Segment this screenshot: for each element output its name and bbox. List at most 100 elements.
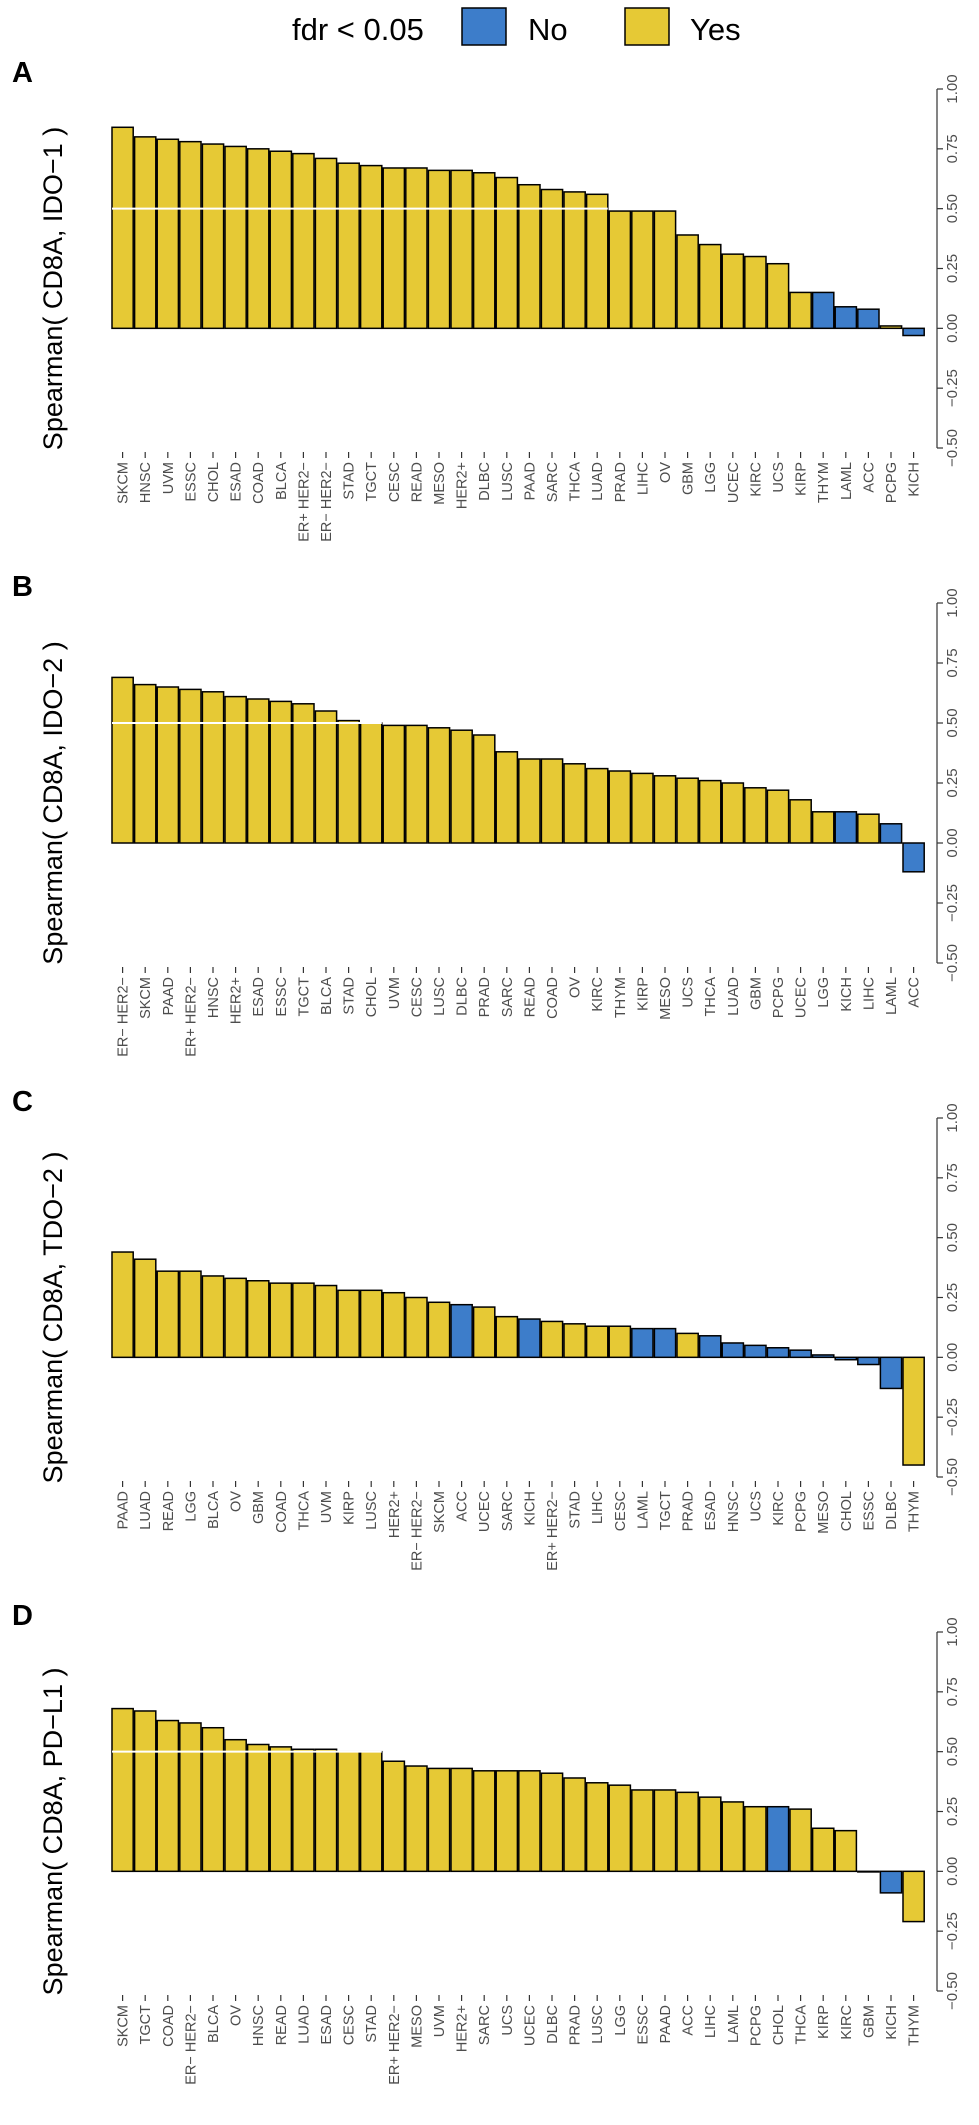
category-label: ESAD xyxy=(703,1491,719,1531)
bar xyxy=(314,710,338,844)
category-label: BLCA xyxy=(206,2005,222,2043)
bar xyxy=(224,1738,247,1873)
category-label: LIHC xyxy=(635,462,651,495)
category-label: LGG xyxy=(703,462,719,493)
y-tick-label: 0.50 xyxy=(944,194,961,223)
y-axis-title: Spearman( CD8A, PD−L1 ) xyxy=(38,1668,68,1996)
bar xyxy=(427,727,451,844)
bar xyxy=(608,770,632,844)
category-label: ESSC xyxy=(861,1491,877,1531)
category-label: PCPG xyxy=(771,977,787,1018)
bar xyxy=(698,1335,722,1359)
bar xyxy=(246,148,270,330)
category-label: UCS xyxy=(748,1491,764,1522)
bar xyxy=(156,1719,180,1873)
category-label: PAAD xyxy=(161,977,177,1015)
category-label: LIHC xyxy=(703,2005,719,2038)
bar xyxy=(518,758,541,844)
category-label: LUAD xyxy=(138,1491,154,1530)
category-label: SKCM xyxy=(116,462,132,504)
category-label: OV xyxy=(229,2005,245,2026)
bar xyxy=(563,763,586,844)
bar xyxy=(879,1870,903,1894)
category-label: STAD xyxy=(342,462,358,500)
bar xyxy=(111,126,134,330)
category-label: READ xyxy=(274,2005,290,2045)
bar xyxy=(540,188,564,330)
bar xyxy=(405,1296,428,1359)
category-label: MESO xyxy=(409,2005,425,2048)
legend: fdr < 0.05 No Yes xyxy=(292,7,741,47)
category-label: LAML xyxy=(635,1491,651,1529)
category-label: THCA xyxy=(568,462,584,502)
category-label: UVM xyxy=(319,1491,335,1523)
bar xyxy=(721,782,745,844)
category-label: HER2+ xyxy=(229,977,245,1024)
category-label: DLBC xyxy=(455,977,471,1016)
category-label: SARC xyxy=(500,977,516,1017)
category-label: ESSC xyxy=(183,462,199,502)
category-label: COAD xyxy=(545,977,561,1019)
category-label: SARC xyxy=(500,1491,516,1531)
bar xyxy=(563,1323,586,1359)
bar xyxy=(789,291,812,330)
bar xyxy=(631,1327,654,1359)
category-label: SKCM xyxy=(116,2005,132,2047)
bar xyxy=(902,1870,925,1923)
category-label: UVM xyxy=(387,977,403,1009)
bar xyxy=(518,183,541,330)
bar xyxy=(766,1347,790,1359)
y-tick-label: 0.25 xyxy=(944,1797,961,1826)
bar xyxy=(495,751,519,844)
bar xyxy=(857,308,880,330)
category-label: PAAD xyxy=(658,2005,674,2043)
y-tick-label: −0.25 xyxy=(944,1398,961,1436)
bar xyxy=(495,1770,519,1873)
bar xyxy=(540,758,564,844)
y-tick-label: 0.75 xyxy=(944,1677,961,1706)
category-label: TGCT xyxy=(364,462,380,502)
bar xyxy=(676,1332,699,1359)
bar xyxy=(156,686,180,844)
y-tick-label: 0.25 xyxy=(944,254,961,283)
legend-swatch-no xyxy=(461,7,507,46)
category-label: LGG xyxy=(183,1491,199,1522)
category-label: ACC xyxy=(455,1491,471,1522)
category-label: DLBC xyxy=(884,1491,900,1530)
category-label: STAD xyxy=(342,977,358,1015)
y-tick-label: −0.25 xyxy=(944,369,961,407)
category-label: LAML xyxy=(884,977,900,1015)
category-label: UCEC xyxy=(726,462,742,503)
panel-letter: C xyxy=(12,1086,33,1118)
bar xyxy=(450,729,473,844)
bar xyxy=(857,1356,880,1366)
category-label: COAD xyxy=(251,462,267,504)
category-label: THYM xyxy=(816,462,832,503)
bar xyxy=(133,683,157,844)
legend-label-yes: Yes xyxy=(690,12,741,47)
category-label: MESO xyxy=(432,462,448,505)
bar xyxy=(902,327,925,337)
bar xyxy=(857,813,880,844)
bar xyxy=(902,842,925,873)
category-label: ER+ HER2− xyxy=(296,462,312,542)
category-label: KIRC xyxy=(590,977,606,1012)
category-label: ACC xyxy=(907,977,923,1008)
category-label: HER2+ xyxy=(455,2005,471,2052)
category-label: HNSC xyxy=(726,1491,742,1532)
category-label: SARC xyxy=(545,462,561,502)
category-label: READ xyxy=(409,462,425,502)
bar xyxy=(405,724,428,844)
bar xyxy=(834,306,858,330)
category-label: THYM xyxy=(907,2005,923,2046)
category-label: CESC xyxy=(613,1491,629,1531)
bar xyxy=(518,1770,541,1873)
bar xyxy=(653,775,677,844)
bar xyxy=(653,1327,677,1359)
category-label: THCA xyxy=(703,977,719,1017)
bar xyxy=(133,1258,157,1359)
bar xyxy=(382,167,406,330)
bar xyxy=(450,1767,473,1873)
category-label: HNSC xyxy=(138,462,154,503)
bar xyxy=(337,1289,360,1359)
